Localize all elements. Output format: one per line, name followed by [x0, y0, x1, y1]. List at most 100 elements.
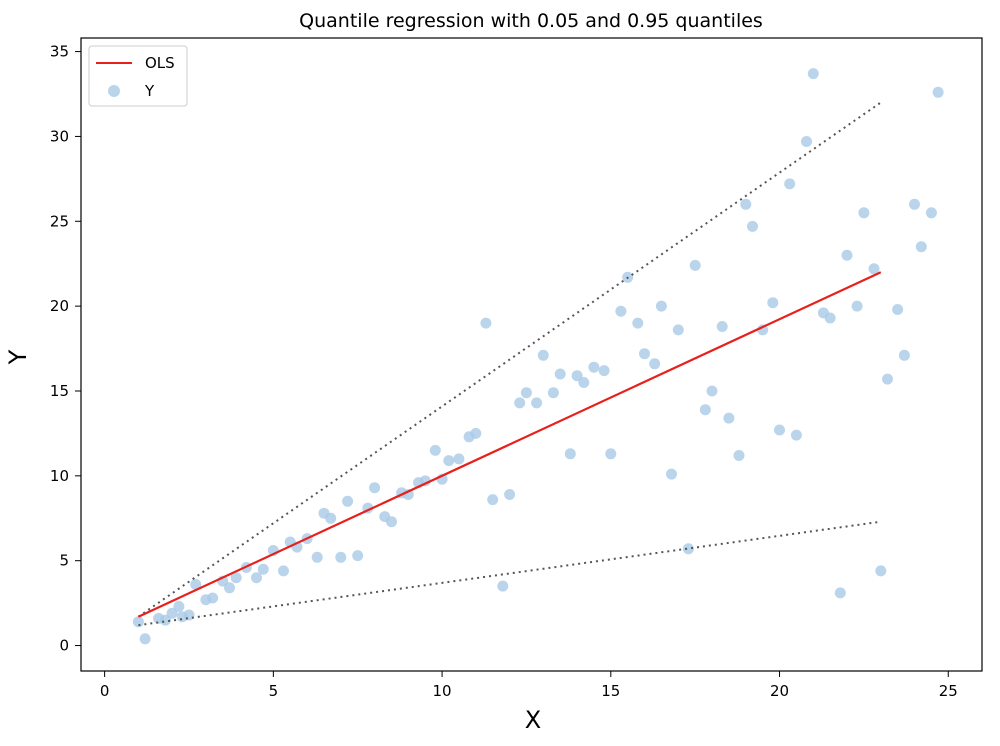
data-point [520, 387, 532, 399]
y-tick-label: 5 [59, 552, 69, 570]
data-point [257, 563, 269, 575]
y-tick-label: 35 [50, 43, 69, 61]
y-tick-label: 25 [50, 212, 69, 230]
chart-title: Quantile regression with 0.05 and 0.95 q… [299, 10, 763, 32]
data-point [706, 385, 718, 397]
data-point [504, 489, 516, 500]
data-point [723, 412, 735, 424]
plot-area [132, 68, 944, 645]
data-point [183, 609, 195, 621]
x-axis-label: X [525, 706, 541, 734]
data-point [605, 448, 617, 460]
data-point [470, 427, 482, 439]
x-tick-label: 0 [100, 682, 110, 700]
data-point [132, 616, 144, 628]
data-point [672, 324, 684, 336]
data-point [419, 475, 431, 487]
data-point [834, 587, 846, 599]
data-point [453, 453, 465, 465]
data-point [325, 512, 337, 524]
data-point [632, 317, 644, 329]
data-point [207, 592, 219, 604]
data-point [767, 297, 779, 309]
x-tick-label: 10 [433, 682, 452, 700]
ols-line [137, 271, 882, 618]
y-tick-label: 30 [50, 127, 69, 145]
data-point [740, 198, 752, 210]
data-point [666, 468, 677, 480]
data-point [682, 543, 694, 555]
data-point [875, 565, 887, 577]
data-point [790, 429, 802, 441]
data-point [497, 580, 509, 592]
data-point [278, 565, 289, 577]
data-point [480, 317, 492, 329]
data-point [369, 482, 381, 494]
data-point [807, 68, 819, 80]
data-point [892, 304, 904, 315]
legend-y-marker [108, 85, 120, 97]
data-point [801, 136, 812, 147]
data-point [571, 370, 583, 382]
data-point [578, 377, 590, 388]
data-point [335, 551, 347, 563]
x-tick-label: 20 [770, 682, 789, 700]
data-point [699, 404, 711, 416]
data-point [689, 259, 701, 271]
data-point [588, 361, 600, 373]
data-point [564, 448, 576, 460]
data-point [851, 300, 863, 312]
legend-ols-label: OLS [145, 54, 175, 72]
data-point [932, 86, 944, 98]
data-point [311, 551, 323, 563]
y-tick-label: 15 [50, 382, 69, 400]
data-point [824, 312, 836, 324]
data-point [615, 305, 627, 317]
data-point [868, 263, 880, 275]
data-point [882, 373, 893, 385]
x-tick-label: 15 [601, 682, 620, 700]
plot-frame [80, 37, 983, 672]
data-point [429, 444, 441, 456]
data-point [554, 368, 566, 380]
data-point [342, 495, 354, 507]
data-point [639, 348, 650, 360]
data-point [898, 349, 910, 361]
x-tick-label: 25 [939, 682, 958, 700]
data-point [173, 601, 185, 612]
data-point [547, 387, 559, 399]
data-point [190, 579, 202, 590]
data-point [655, 300, 667, 312]
data-point [858, 207, 870, 219]
data-point [784, 178, 796, 190]
data-point [514, 397, 526, 409]
axis-ticks: 0 5 10 15 20 25 0 5 10 15 20 25 30 35 [50, 43, 958, 700]
data-point [649, 358, 661, 370]
data-point [166, 607, 178, 619]
data-point [841, 249, 853, 261]
data-point [443, 455, 455, 467]
data-point [352, 550, 364, 562]
x-tick-label: 5 [269, 682, 279, 700]
quantile-line-0-95 [137, 101, 882, 618]
data-point [909, 198, 920, 210]
quantile-line-0-05 [138, 520, 881, 627]
data-point [224, 582, 235, 594]
data-point [598, 365, 610, 377]
legend-y-label: Y [144, 82, 155, 100]
data-point [747, 220, 758, 232]
y-axis-label: Y [4, 349, 32, 365]
data-point [537, 349, 549, 361]
data-point [386, 516, 397, 528]
y-tick-label: 0 [59, 637, 69, 655]
data-point [915, 241, 927, 253]
y-tick-label: 20 [50, 297, 69, 315]
y-tick-label: 10 [50, 467, 69, 485]
data-point [774, 424, 785, 436]
legend: OLS Y [88, 45, 188, 107]
data-point [531, 397, 543, 409]
data-point [230, 572, 242, 584]
data-point [716, 321, 728, 332]
